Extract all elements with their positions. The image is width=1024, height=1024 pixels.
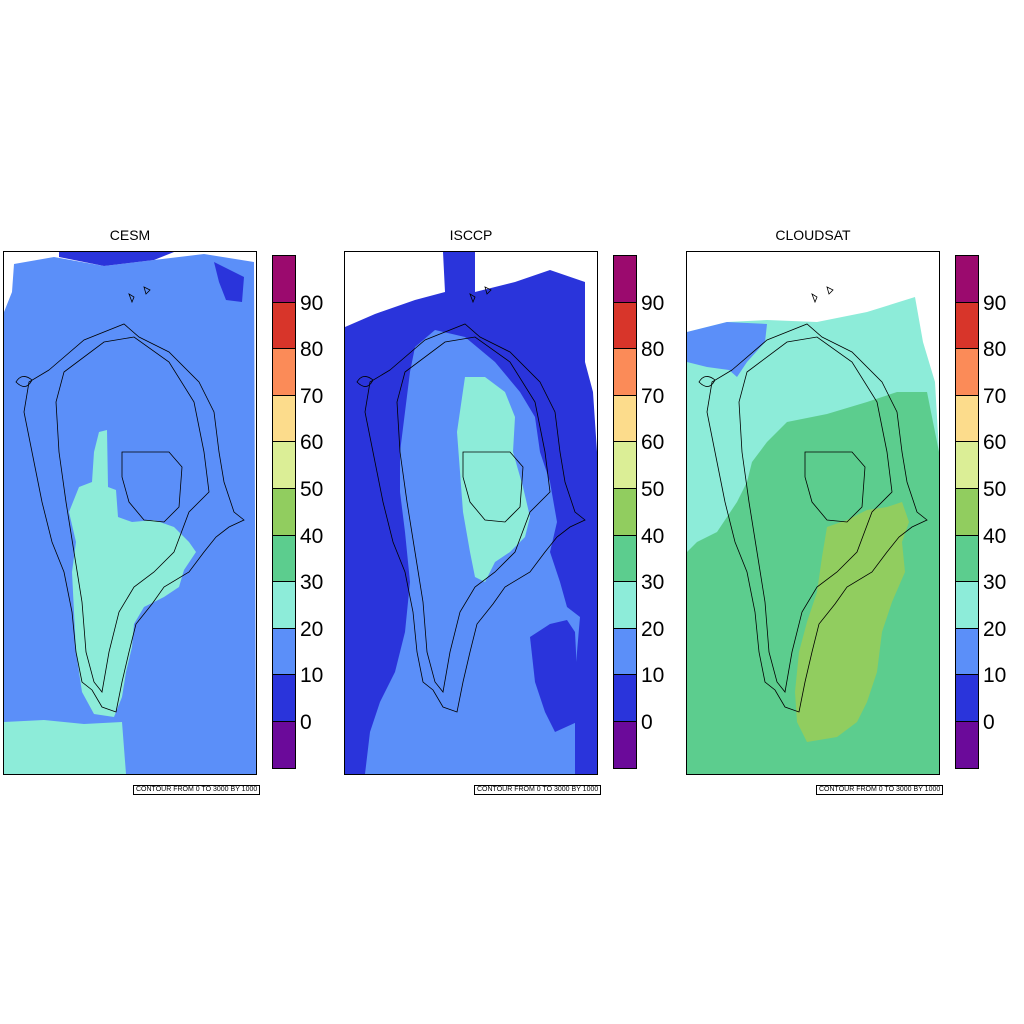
- colorbar-label: 10: [983, 664, 1007, 688]
- colorbar-segment: [272, 348, 296, 397]
- cloudsat-field-blue: [687, 322, 767, 377]
- colorbar-segment: [613, 255, 637, 303]
- colorbar-segment: [613, 488, 637, 536]
- cloudsat-coastline: [698, 286, 928, 713]
- colorbar-label: 70: [983, 384, 1007, 408]
- panel-title-isccp: ISCCP: [449, 227, 493, 243]
- map-cloudsat: [686, 251, 940, 775]
- colorbar-segment: [955, 348, 979, 397]
- colorbar-label: 40: [641, 524, 665, 548]
- colorbar-label: 50: [641, 478, 665, 501]
- colorbar-label: 60: [641, 431, 665, 455]
- colorbar-label: 70: [300, 384, 324, 408]
- colorbar-segment: [272, 581, 296, 630]
- colorbar-label: 90: [641, 291, 665, 315]
- panel-title-cesm: CESM: [109, 227, 151, 243]
- colorbar-label: 0: [300, 711, 312, 734]
- colorbar-segment: [955, 301, 979, 350]
- colorbar-label: 70: [641, 384, 665, 408]
- colorbar-segment: [955, 488, 979, 536]
- colorbar-segment: [272, 301, 296, 350]
- colorbar-label: 0: [641, 711, 653, 734]
- colorbar-segment: [272, 627, 296, 676]
- colorbar-segment: [272, 394, 296, 443]
- colorbar-label: 60: [983, 431, 1007, 455]
- colorbar-label: 30: [641, 571, 665, 595]
- colorbar-label: 50: [983, 478, 1007, 501]
- cesm-coastline: [15, 286, 245, 713]
- colorbar-segment: [955, 441, 979, 490]
- colorbar-segment: [272, 674, 296, 723]
- colorbar-segment: [613, 441, 637, 490]
- contour-note-isccp: CONTOUR FROM 0 TO 3000 BY 1000: [474, 785, 602, 795]
- colorbar-segment: [613, 394, 637, 443]
- cesm-field-aqua-corner: [4, 720, 126, 774]
- panel-title-cloudsat: CLOUDSAT: [775, 227, 851, 243]
- cloudsat-field-green: [687, 392, 939, 774]
- colorbar-segment: [272, 488, 296, 536]
- colorbar-segment: [613, 721, 637, 769]
- colorbar-segment: [613, 581, 637, 630]
- colorbar-label: 20: [641, 617, 665, 641]
- colorbar-segment: [613, 301, 637, 350]
- colorbar-segment: [613, 627, 637, 676]
- colorbar-segment: [955, 534, 979, 583]
- colorbar-segment: [955, 627, 979, 676]
- colorbar-label: 50: [300, 478, 324, 501]
- colorbar-segment: [955, 581, 979, 630]
- colorbar-segment: [955, 394, 979, 443]
- colorbar-label: 20: [300, 617, 324, 641]
- colorbar-segment: [613, 534, 637, 583]
- colorbar-segment: [613, 348, 637, 397]
- colorbar-label: 80: [641, 338, 665, 362]
- contour-note-cloudsat: CONTOUR FROM 0 TO 3000 BY 1000: [816, 785, 944, 795]
- colorbar-label: 10: [641, 664, 665, 688]
- cesm-field-blue: [4, 254, 256, 774]
- colorbar-segment: [272, 721, 296, 769]
- colorbar-segment: [955, 674, 979, 723]
- colorbar-label: 20: [983, 617, 1007, 641]
- colorbar-segment: [272, 534, 296, 583]
- colorbar-segment: [272, 255, 296, 303]
- colorbar-segment: [613, 674, 637, 723]
- colorbar-label: 30: [983, 571, 1007, 595]
- isccp-field-aqua: [457, 377, 530, 582]
- colorbar-label: 60: [300, 431, 324, 455]
- cloudsat-field-lightgreen: [795, 502, 909, 742]
- colorbar-segment: [955, 255, 979, 303]
- cesm-field-darkblue: [59, 252, 244, 302]
- cesm-field-aqua-center: [69, 430, 196, 717]
- colorbar-label: 40: [300, 524, 324, 548]
- isccp-field-darkblue-patch: [530, 620, 577, 732]
- colorbar-label: 90: [300, 291, 324, 315]
- contour-note-cesm: CONTOUR FROM 0 TO 3000 BY 1000: [133, 785, 261, 795]
- map-isccp: [344, 251, 598, 775]
- colorbar-segment: [272, 441, 296, 490]
- colorbar-segment: [955, 721, 979, 769]
- colorbar-label: 80: [983, 338, 1007, 362]
- colorbar-label: 90: [983, 291, 1007, 315]
- colorbar-label: 40: [983, 524, 1007, 548]
- colorbar-label: 30: [300, 571, 324, 595]
- colorbar-label: 80: [300, 338, 324, 362]
- isccp-coastline: [356, 286, 586, 713]
- colorbar-label: 10: [300, 664, 324, 688]
- map-cesm: [3, 251, 257, 775]
- colorbar-label: 0: [983, 711, 995, 734]
